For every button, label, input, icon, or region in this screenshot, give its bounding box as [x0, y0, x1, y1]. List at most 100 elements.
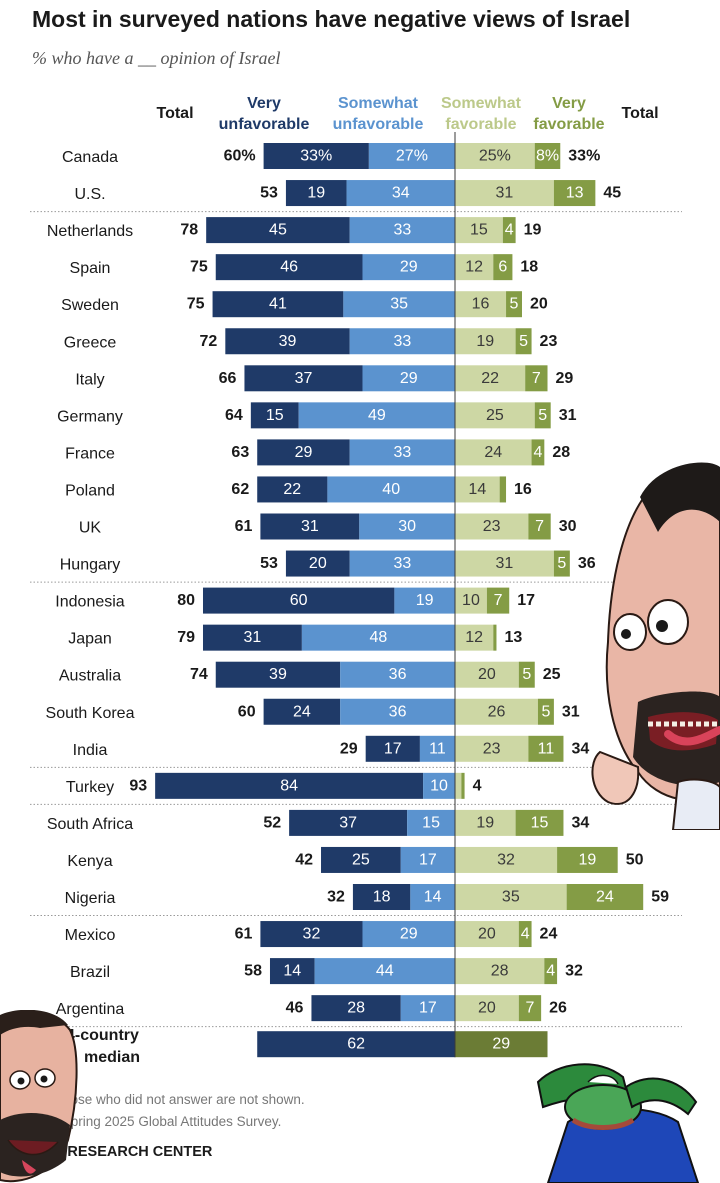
- bar-somewhat-favorable: [455, 217, 503, 244]
- data-label-very-unfavorable: 17: [384, 740, 402, 757]
- total-favorable-label: 20: [530, 296, 548, 313]
- country-label: Turkey: [66, 779, 114, 796]
- bar-somewhat-unfavorable: [362, 254, 455, 281]
- bar-somewhat-unfavorable: [362, 365, 455, 392]
- bar-somewhat-favorable: [455, 402, 535, 429]
- data-label-very-favorable: 4: [533, 444, 542, 461]
- median-label-line2: median: [84, 1049, 140, 1066]
- bar-very-unfavorable: [155, 772, 424, 799]
- bar-very-favorable: [553, 180, 596, 207]
- total-favorable-label: 59: [651, 889, 669, 906]
- data-label-somewhat-favorable: 15: [470, 222, 488, 239]
- total-unfavorable-label: 72: [200, 333, 218, 350]
- bar-very-unfavorable: [225, 328, 350, 355]
- data-label-somewhat-unfavorable: 40: [382, 481, 400, 498]
- data-label-very-favorable: 19: [578, 851, 596, 868]
- country-label: Italy: [75, 371, 104, 388]
- country-label: Nigeria: [65, 890, 116, 907]
- footer-source: ce: Spring 2025 Global Attitudes Survey.: [40, 1114, 282, 1129]
- country-label: Netherlands: [47, 223, 133, 240]
- country-label: Germany: [57, 408, 123, 425]
- total-unfavorable-label: 52: [263, 814, 281, 831]
- total-unfavorable-label: 60: [238, 703, 256, 720]
- total-favorable-label: 31: [559, 407, 577, 424]
- total-unfavorable-label: 64: [225, 407, 243, 424]
- bar-very-favorable: [515, 328, 532, 355]
- total-unfavorable-label: 60%: [224, 148, 256, 165]
- bar-very-favorable: [518, 995, 542, 1022]
- data-label-somewhat-unfavorable: 34: [392, 185, 410, 202]
- data-label-somewhat-unfavorable: 14: [424, 889, 442, 906]
- country-label: South Africa: [47, 816, 133, 833]
- bar-very-unfavorable: [250, 402, 299, 429]
- bar-somewhat-unfavorable: [359, 513, 455, 540]
- bar-somewhat-favorable: [455, 180, 554, 207]
- bar-somewhat-favorable: [455, 772, 462, 799]
- bar-very-favorable: [557, 846, 618, 873]
- data-label-very-unfavorable: 28: [347, 1000, 365, 1017]
- data-label-very-favorable: 15: [531, 814, 549, 831]
- bar-somewhat-favorable: [455, 698, 538, 725]
- bar-very-unfavorable: [215, 661, 341, 688]
- data-label-somewhat-unfavorable: 29: [400, 259, 418, 276]
- footer-note: e: Those who did not answer are not show…: [40, 1092, 305, 1107]
- bar-somewhat-favorable: [455, 921, 519, 948]
- data-label-very-unfavorable: 33%: [300, 148, 332, 165]
- data-label-very-unfavorable: 24: [293, 703, 311, 720]
- bar-somewhat-unfavorable: [340, 698, 455, 725]
- data-label-very-unfavorable: 29: [295, 444, 313, 461]
- country-label: France: [65, 445, 115, 462]
- data-label-somewhat-favorable: 10: [462, 592, 480, 609]
- data-label-somewhat-favorable: 24: [484, 444, 502, 461]
- data-label-somewhat-favorable: 25: [486, 407, 504, 424]
- total-favorable-label: 36: [578, 555, 596, 572]
- total-unfavorable-label: 63: [231, 444, 249, 461]
- total-favorable-label: 28: [552, 444, 570, 461]
- total-unfavorable-label: 79: [177, 629, 195, 646]
- bar-very-unfavorable: [269, 958, 315, 985]
- data-label-somewhat-unfavorable: 35: [390, 296, 408, 313]
- country-label: South Korea: [46, 705, 135, 722]
- bar-somewhat-unfavorable: [301, 624, 455, 651]
- total-favorable-label: 34: [571, 814, 589, 831]
- data-label-somewhat-unfavorable: 17: [419, 851, 437, 868]
- bar-somewhat-unfavorable: [314, 958, 455, 985]
- total-favorable-label: 23: [540, 333, 558, 350]
- total-favorable-label: 26: [549, 1000, 567, 1017]
- country-label: Argentina: [56, 1001, 125, 1018]
- bar-somewhat-unfavorable: [343, 291, 455, 318]
- data-label-very-favorable: 5: [519, 333, 528, 350]
- data-label-somewhat-favorable: 20: [478, 1000, 496, 1017]
- country-label: Australia: [59, 668, 121, 685]
- bar-very-unfavorable: [202, 624, 302, 651]
- total-unfavorable-label: 93: [129, 777, 147, 794]
- bar-median-unfavorable: [257, 1031, 455, 1058]
- data-label-very-favorable: 7: [532, 370, 541, 387]
- bar-very-unfavorable: [289, 809, 408, 836]
- bar-very-favorable: [525, 365, 548, 392]
- bar-somewhat-unfavorable: [349, 439, 455, 466]
- data-label-very-unfavorable: 37: [295, 370, 313, 387]
- total-unfavorable-label: 61: [235, 518, 253, 535]
- caricature-face-sticker-left: [0, 1010, 78, 1183]
- bar-somewhat-unfavorable: [349, 550, 455, 577]
- data-label-very-favorable: 6: [498, 259, 507, 276]
- data-label-very-favorable: 7: [535, 518, 544, 535]
- total-unfavorable-label: 75: [187, 296, 205, 313]
- data-label-somewhat-favorable: 19: [476, 333, 494, 350]
- bar-somewhat-favorable: [455, 143, 535, 169]
- data-label-somewhat-favorable: 12: [465, 259, 483, 276]
- bar-very-unfavorable: [244, 365, 363, 392]
- median-label-line1: 24-country: [57, 1027, 139, 1044]
- bar-somewhat-favorable: [455, 476, 500, 503]
- data-label-very-favorable: 11: [538, 740, 555, 757]
- bar-very-unfavorable: [285, 180, 347, 207]
- data-label-very-favorable: 24: [596, 889, 614, 906]
- data-label-very-favorable: 5: [538, 407, 547, 424]
- bar-somewhat-favorable: [455, 439, 532, 466]
- data-label-very-unfavorable: 46: [280, 259, 298, 276]
- total-unfavorable-label: 46: [286, 1000, 304, 1017]
- data-label-very-unfavorable: 19: [307, 185, 325, 202]
- data-label-somewhat-unfavorable: 11: [429, 740, 446, 757]
